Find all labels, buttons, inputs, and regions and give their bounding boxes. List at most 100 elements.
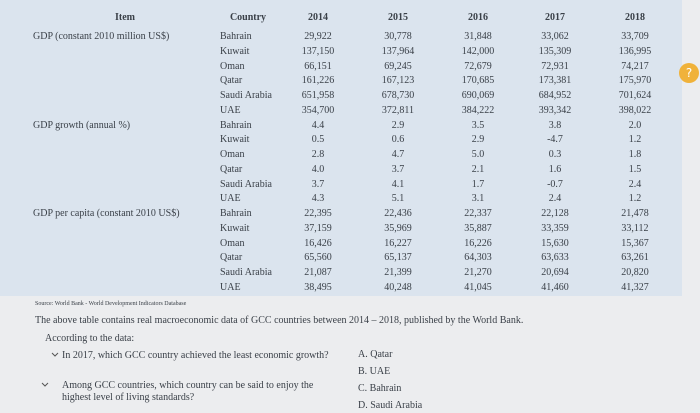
value-cell: 137,964 <box>381 45 415 57</box>
value-cell: 0.3 <box>548 149 562 161</box>
value-cell: 22,395 <box>304 208 332 220</box>
country-cell: Qatar <box>220 75 243 87</box>
value-cell: 33,709 <box>621 31 649 42</box>
value-cell: 2.4 <box>548 193 562 205</box>
country-cell: Bahrain <box>220 119 252 131</box>
value-cell: 0.5 <box>311 134 325 146</box>
value-cell: 3.7 <box>391 163 405 175</box>
value-cell: 701,624 <box>618 90 652 102</box>
value-cell: 20,820 <box>621 267 649 279</box>
value-cell: 63,261 <box>621 252 649 264</box>
country-cell: Saudi Arabia <box>220 178 272 190</box>
value-cell: 175,970 <box>618 75 652 87</box>
group-label: GDP (constant 2010 million US$) <box>33 31 170 42</box>
value-cell: 2.9 <box>471 134 485 146</box>
value-cell: 136,995 <box>618 45 652 57</box>
country-cell: Kuwait <box>220 134 250 146</box>
value-cell: 65,137 <box>384 252 412 264</box>
value-cell: 72,931 <box>541 60 569 72</box>
value-cell: 74,217 <box>621 60 649 72</box>
value-cell: 64,303 <box>464 252 492 264</box>
value-cell: 21,478 <box>621 208 649 220</box>
value-cell: 161,226 <box>301 75 335 87</box>
value-cell: 40,248 <box>384 281 412 293</box>
value-cell: 2.4 <box>628 178 642 190</box>
value-cell: 22,337 <box>464 208 492 220</box>
value-cell: 4.4 <box>311 119 325 131</box>
prompt: According to the data: <box>45 333 135 344</box>
header-cell: 2014 <box>308 12 328 23</box>
answer-option[interactable]: D. Saudi Arabia <box>358 400 423 411</box>
value-cell: 1.8 <box>628 149 642 161</box>
header-cell: Item <box>115 12 135 23</box>
country-cell: Kuwait <box>220 45 250 57</box>
value-cell: 1.7 <box>471 178 485 190</box>
value-cell: 15,630 <box>541 237 569 249</box>
country-cell: Saudi Arabia <box>220 90 272 102</box>
value-cell: 372,811 <box>381 104 415 116</box>
value-cell: 173,381 <box>538 75 572 87</box>
value-cell: 63,633 <box>541 252 569 264</box>
value-cell: 16,426 <box>304 237 332 249</box>
source-note: Source: World Bank - World Development I… <box>35 301 187 307</box>
value-cell: 72,679 <box>464 60 492 72</box>
value-cell: 33,062 <box>541 31 569 42</box>
value-cell: 22,128 <box>541 208 569 220</box>
header-cell: 2018 <box>625 12 645 23</box>
country-cell: Oman <box>220 149 245 161</box>
country-cell: UAE <box>220 104 241 116</box>
value-cell: 33,112 <box>621 222 649 234</box>
country-cell: Oman <box>220 60 245 72</box>
value-cell: 37,159 <box>304 222 332 234</box>
value-cell: 5.0 <box>471 149 485 161</box>
value-cell: 0.6 <box>391 134 405 146</box>
value-cell: 398,022 <box>618 104 652 116</box>
value-cell: 2.8 <box>311 149 325 161</box>
answer-option[interactable]: C. Bahrain <box>358 383 402 394</box>
value-cell: 5.1 <box>391 193 405 205</box>
table-background <box>0 0 682 296</box>
value-cell: -0.7 <box>547 178 563 190</box>
value-cell: 41,460 <box>541 281 569 293</box>
value-cell: 4.1 <box>391 178 405 190</box>
value-cell: 3.7 <box>311 178 325 190</box>
value-cell: 41,327 <box>621 281 649 293</box>
value-cell: 651,958 <box>301 90 335 102</box>
country-cell: Bahrain <box>220 208 252 220</box>
value-cell: 2.9 <box>391 119 405 131</box>
answer-option[interactable]: A. Qatar <box>358 349 393 360</box>
value-cell: 15,367 <box>621 237 649 249</box>
country-cell: UAE <box>220 193 241 205</box>
header-cell: 2015 <box>388 12 408 23</box>
value-cell: 3.1 <box>471 193 485 205</box>
value-cell: 20,694 <box>541 267 569 279</box>
value-cell: 31,848 <box>464 31 492 42</box>
value-cell: 393,342 <box>538 104 572 116</box>
header-cell: 2016 <box>468 12 488 23</box>
value-cell: 167,123 <box>381 75 415 87</box>
group-label: GDP per capita (constant 2010 US$) <box>33 208 180 220</box>
value-cell: 35,969 <box>384 222 412 234</box>
value-cell: 2.1 <box>471 163 485 175</box>
value-cell: 135,309 <box>538 45 572 57</box>
value-cell: 69,245 <box>384 60 412 72</box>
value-cell: 690,069 <box>461 90 495 102</box>
value-cell: 30,778 <box>384 31 412 42</box>
value-cell: 29,922 <box>304 31 332 42</box>
group-label: GDP growth (annual %) <box>33 119 131 131</box>
question: Among GCC countries, which country can b… <box>62 380 314 403</box>
description: The above table contains real macroecono… <box>35 315 524 326</box>
value-cell: 65,560 <box>304 252 332 264</box>
value-cell: 137,150 <box>301 45 335 57</box>
value-cell: 354,700 <box>301 104 335 116</box>
answer-option[interactable]: B. UAE <box>358 366 391 377</box>
country-cell: UAE <box>220 281 241 293</box>
country-cell: Saudi Arabia <box>220 267 272 279</box>
value-cell: -4.7 <box>547 134 563 146</box>
country-cell: Qatar <box>220 163 243 175</box>
help-icon[interactable]: ? <box>679 63 699 83</box>
value-cell: 678,730 <box>381 90 415 102</box>
header-cell: 2017 <box>545 12 565 23</box>
value-cell: 4.3 <box>311 193 325 205</box>
header-country: Country <box>229 12 267 23</box>
